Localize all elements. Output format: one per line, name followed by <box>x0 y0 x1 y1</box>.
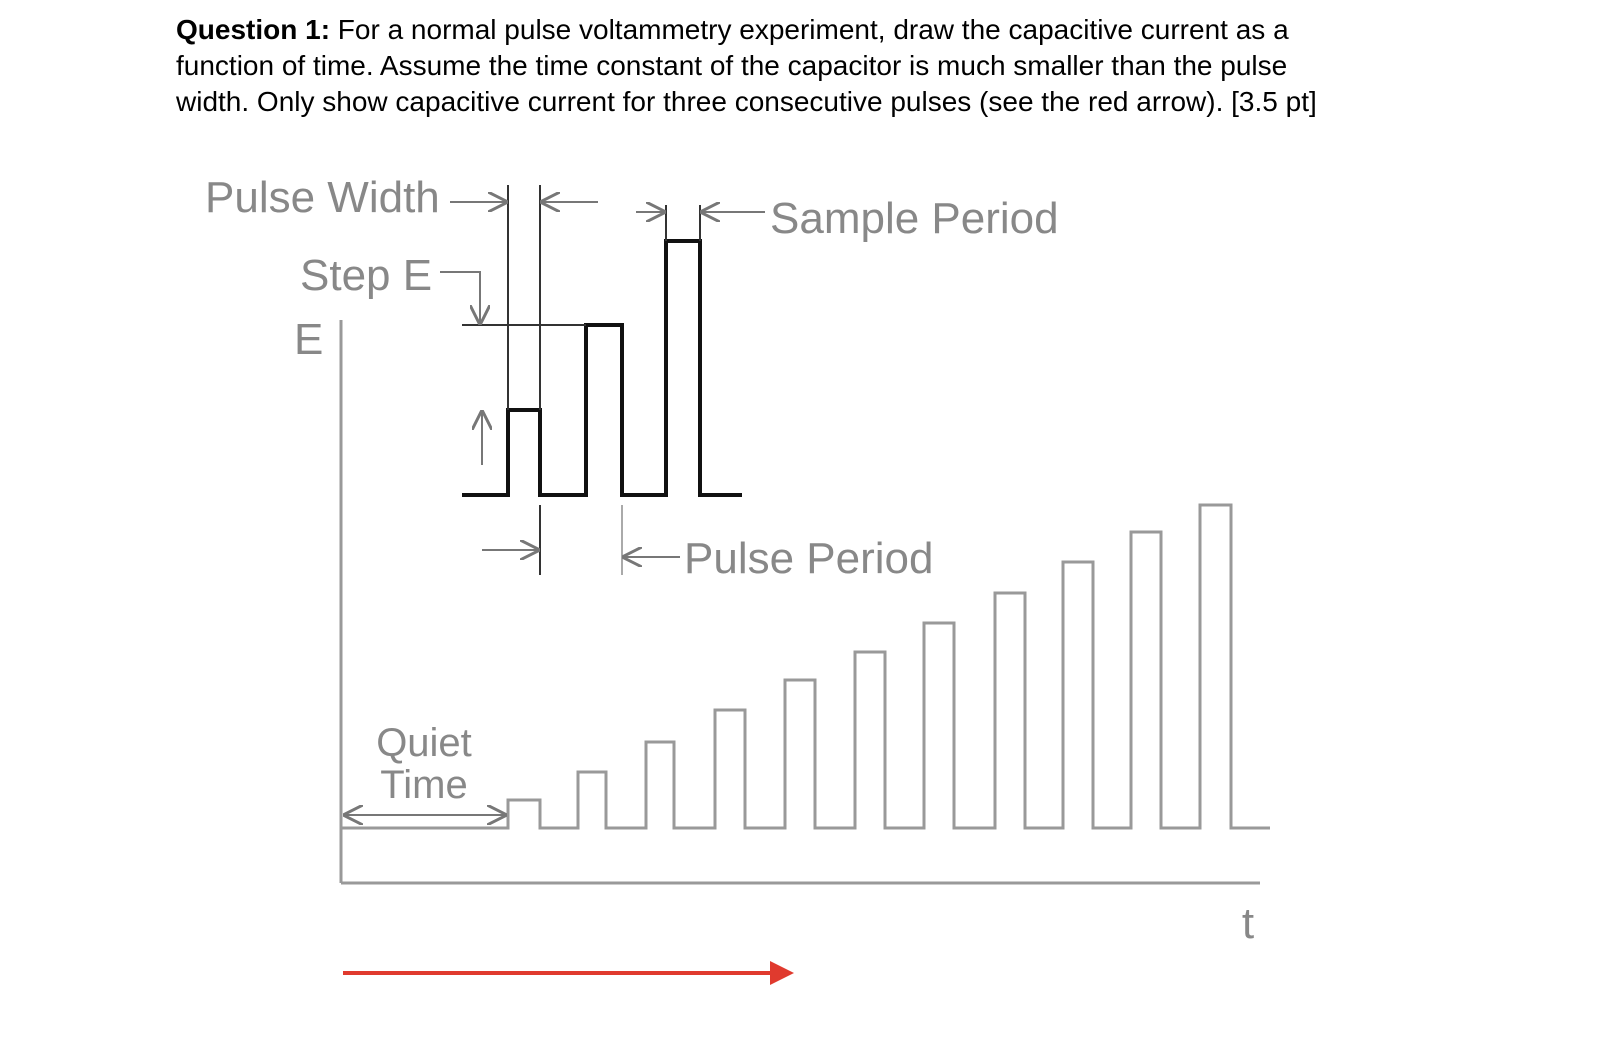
sample-period-label: Sample Period <box>770 194 1059 243</box>
detail-pulses <box>462 239 742 497</box>
pulse-period-label: Pulse Period <box>684 534 933 583</box>
t-axis-label: t <box>1242 899 1254 948</box>
question-text: For a normal pulse voltammetry experimen… <box>176 14 1317 117</box>
pulse-width-label: Pulse Width <box>205 173 440 222</box>
question-label: Question 1: <box>176 14 331 45</box>
quiet-time-label: Quiet <box>376 721 472 765</box>
axes <box>339 320 1260 885</box>
quiet-time-label: Time <box>380 763 467 807</box>
question: Question 1: For a normal pulse voltammet… <box>176 12 1366 120</box>
pulse-train <box>341 503 1270 830</box>
e-axis-label: E <box>294 315 323 364</box>
guides <box>462 185 701 575</box>
arrows <box>345 202 765 815</box>
step-e-label: Step E <box>300 251 432 300</box>
